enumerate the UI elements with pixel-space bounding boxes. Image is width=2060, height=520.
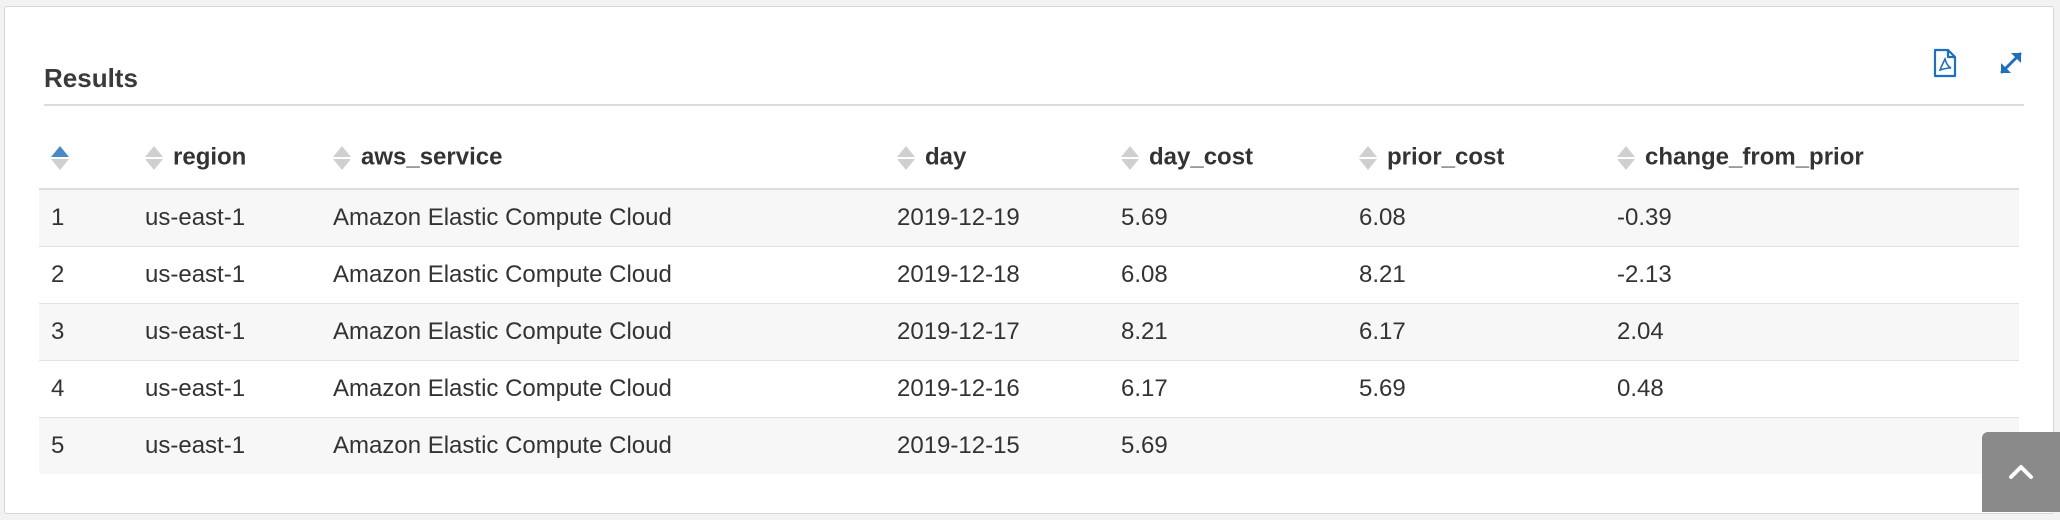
table-row: 1 us-east-1 Amazon Elastic Compute Cloud…	[39, 189, 2019, 247]
column-header-aws-service[interactable]: aws_service	[321, 128, 885, 190]
cell-day-cost: 5.69	[1109, 189, 1347, 247]
cell-prior-cost	[1347, 417, 1605, 474]
cell-day: 2019-12-19	[885, 189, 1109, 247]
table-row: 2 us-east-1 Amazon Elastic Compute Cloud…	[39, 246, 2019, 304]
header-row: region aws_service day day_cost prior_co…	[39, 128, 2019, 190]
cell-change-from-prior: -2.13	[1605, 246, 2019, 304]
cell-change-from-prior: -0.39	[1605, 189, 2019, 247]
cell-region: us-east-1	[133, 417, 321, 474]
cell-day-cost: 6.17	[1109, 360, 1347, 418]
cell-region: us-east-1	[133, 360, 321, 418]
cell-day: 2019-12-16	[885, 360, 1109, 418]
column-header-label: region	[173, 143, 247, 171]
export-pdf-icon[interactable]	[1925, 43, 1965, 83]
cell-prior-cost: 6.08	[1347, 189, 1605, 247]
sort-icon[interactable]	[1121, 143, 1141, 173]
column-header-index[interactable]	[39, 128, 133, 190]
cell-region: us-east-1	[133, 303, 321, 361]
cell-day: 2019-12-18	[885, 246, 1109, 304]
cell-change-from-prior: 0.48	[1605, 360, 2019, 418]
sort-icon[interactable]	[333, 143, 353, 173]
chevron-up-icon	[2009, 465, 2033, 479]
column-header-label: aws_service	[361, 143, 503, 171]
cell-aws-service: Amazon Elastic Compute Cloud	[321, 417, 885, 474]
column-header-day[interactable]: day	[885, 128, 1109, 190]
column-header-day-cost[interactable]: day_cost	[1109, 128, 1347, 190]
sort-ascending-icon[interactable]	[51, 143, 71, 173]
cell-aws-service: Amazon Elastic Compute Cloud	[321, 303, 885, 361]
column-header-prior-cost[interactable]: prior_cost	[1347, 128, 1605, 190]
cell-prior-cost: 5.69	[1347, 360, 1605, 418]
column-header-label: prior_cost	[1387, 143, 1505, 171]
cell-region: us-east-1	[133, 246, 321, 304]
cell-change-from-prior	[1605, 417, 2019, 474]
cell-day-cost: 8.21	[1109, 303, 1347, 361]
table-row: 5 us-east-1 Amazon Elastic Compute Cloud…	[39, 417, 2019, 474]
column-header-change-from-prior[interactable]: change_from_prior	[1605, 128, 2019, 190]
cell-day-cost: 6.08	[1109, 246, 1347, 304]
cell-index: 2	[39, 246, 133, 304]
cell-day: 2019-12-15	[885, 417, 1109, 474]
results-table: region aws_service day day_cost prior_co…	[39, 128, 2019, 474]
scroll-to-top-button[interactable]	[1982, 432, 2060, 512]
cell-aws-service: Amazon Elastic Compute Cloud	[321, 189, 885, 247]
expand-icon[interactable]	[1991, 43, 2031, 83]
title-divider	[44, 104, 2024, 106]
sort-icon[interactable]	[897, 143, 917, 173]
sort-icon[interactable]	[145, 143, 165, 173]
cell-day: 2019-12-17	[885, 303, 1109, 361]
cell-prior-cost: 8.21	[1347, 246, 1605, 304]
cell-index: 1	[39, 189, 133, 247]
column-header-label: change_from_prior	[1645, 143, 1864, 171]
cell-region: us-east-1	[133, 189, 321, 247]
cell-index: 3	[39, 303, 133, 361]
cell-day-cost: 5.69	[1109, 417, 1347, 474]
sort-icon[interactable]	[1617, 143, 1637, 173]
column-header-label: day	[925, 143, 967, 171]
column-header-label: day_cost	[1149, 143, 1254, 171]
cell-aws-service: Amazon Elastic Compute Cloud	[321, 360, 885, 418]
column-header-region[interactable]: region	[133, 128, 321, 190]
sort-icon[interactable]	[1359, 143, 1379, 173]
cell-aws-service: Amazon Elastic Compute Cloud	[321, 246, 885, 304]
table-row: 4 us-east-1 Amazon Elastic Compute Cloud…	[39, 360, 2019, 418]
cell-index: 5	[39, 417, 133, 474]
panel-title: Results	[44, 63, 138, 93]
table-row: 3 us-east-1 Amazon Elastic Compute Cloud…	[39, 303, 2019, 361]
cell-prior-cost: 6.17	[1347, 303, 1605, 361]
cell-change-from-prior: 2.04	[1605, 303, 2019, 361]
cell-index: 4	[39, 360, 133, 418]
